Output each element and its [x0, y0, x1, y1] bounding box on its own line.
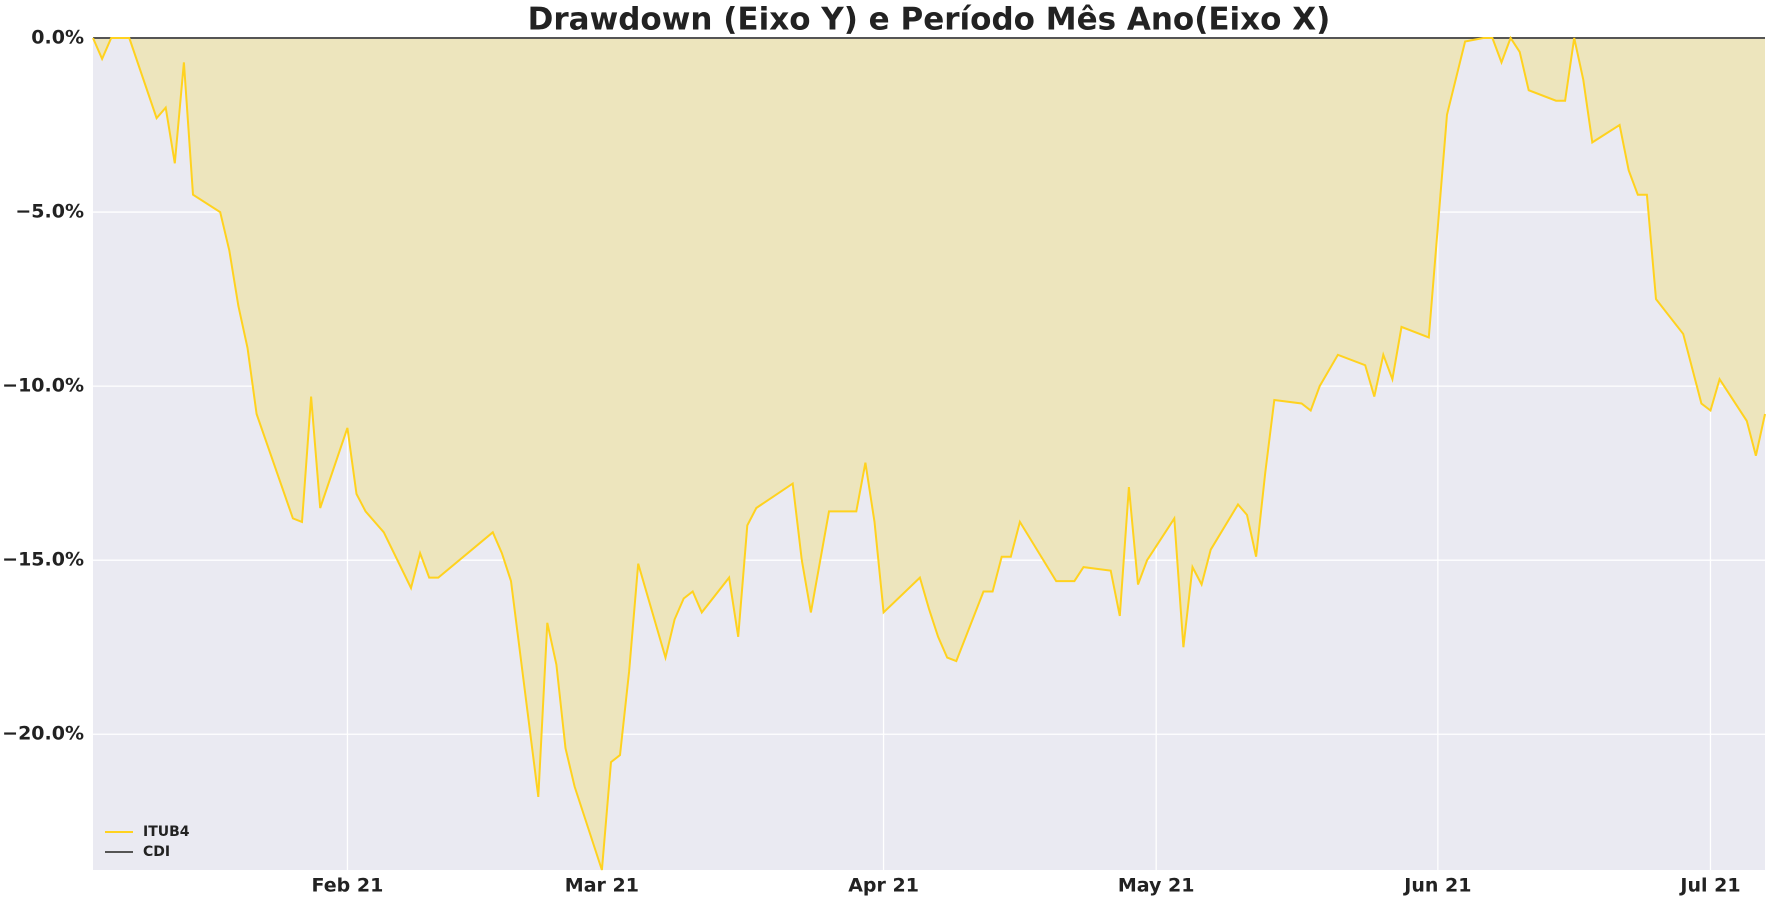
x-tick-label: Mar 21 [565, 875, 639, 897]
y-tick-label: −15.0% [2, 549, 84, 571]
x-tick-label: May 21 [1118, 875, 1195, 897]
x-tick-label: Feb 21 [312, 875, 384, 897]
y-tick-label: −5.0% [15, 201, 84, 223]
x-tick-label: Jun 21 [1402, 875, 1471, 897]
x-tick-label: Apr 21 [848, 875, 919, 897]
line [92, 35, 1766, 871]
legend-label: CDI [143, 844, 170, 860]
legend-label: ITUB4 [143, 824, 190, 840]
y-tick-label: −20.0% [2, 723, 84, 745]
y-tick-label: −10.0% [2, 375, 84, 397]
y-tick-label: 0.0% [31, 27, 84, 49]
x-tick-label: Jul 21 [1678, 875, 1740, 897]
area [93, 38, 1765, 870]
chart-title: Drawdown (Eixo Y) e Período Mês Ano(Eixo… [528, 2, 1331, 38]
